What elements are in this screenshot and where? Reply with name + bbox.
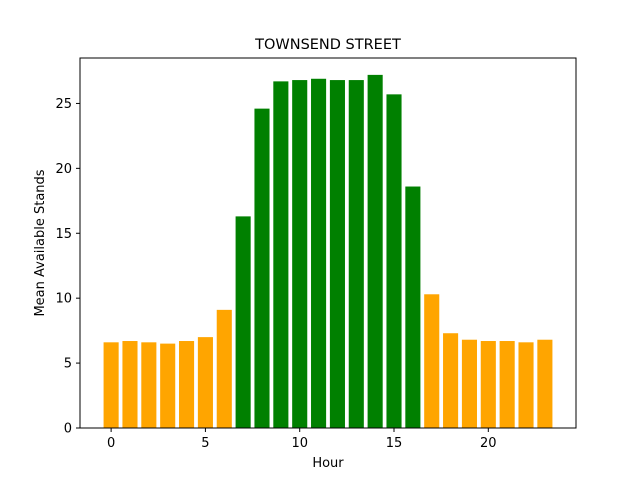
y-tick-label: 25 bbox=[55, 97, 72, 112]
y-axis-ticks: 0 5 10 15 20 25 bbox=[55, 97, 80, 437]
bar-hour-18 bbox=[443, 333, 459, 428]
bar-hour-14 bbox=[367, 74, 383, 428]
bar-hour-7 bbox=[235, 216, 251, 428]
bar-hour-17 bbox=[424, 294, 440, 428]
bar-hour-8 bbox=[254, 108, 270, 428]
bars-group bbox=[103, 74, 553, 429]
bar-hour-22 bbox=[518, 342, 534, 428]
y-axis-label: Mean Available Stands bbox=[33, 169, 48, 316]
x-axis-ticks: 0 5 10 15 20 bbox=[107, 428, 497, 451]
x-axis-label: Hour bbox=[312, 456, 344, 471]
x-tick-label: 20 bbox=[480, 436, 497, 451]
bar-hour-9 bbox=[273, 81, 289, 429]
bar-hour-10 bbox=[292, 80, 308, 428]
bar-hour-20 bbox=[480, 341, 496, 428]
y-tick-label: 5 bbox=[64, 357, 72, 372]
bar-hour-2 bbox=[141, 342, 157, 428]
bar-hour-1 bbox=[122, 341, 138, 428]
x-tick-label: 5 bbox=[201, 436, 209, 451]
bar-hour-5 bbox=[197, 337, 213, 428]
bar-hour-6 bbox=[216, 309, 232, 428]
y-tick-label: 10 bbox=[55, 292, 72, 307]
bar-hour-13 bbox=[348, 80, 364, 428]
x-tick-label: 10 bbox=[291, 436, 308, 451]
chart-title: TOWNSEND STREET bbox=[254, 37, 401, 53]
bar-hour-4 bbox=[179, 341, 195, 428]
y-tick-label: 20 bbox=[55, 162, 72, 177]
y-tick-label: 15 bbox=[55, 227, 72, 242]
bar-hour-16 bbox=[405, 186, 421, 428]
y-tick-label: 0 bbox=[64, 422, 72, 437]
bar-hour-23 bbox=[537, 339, 553, 428]
plot-frame bbox=[79, 57, 577, 429]
bar-hour-11 bbox=[311, 78, 327, 429]
bar-hour-19 bbox=[461, 339, 477, 428]
bar-hour-3 bbox=[160, 343, 176, 428]
x-tick-label: 15 bbox=[386, 436, 403, 451]
bar-hour-21 bbox=[499, 341, 515, 428]
bar-hour-0 bbox=[103, 342, 119, 428]
bar-hour-12 bbox=[329, 80, 345, 428]
x-tick-label: 0 bbox=[107, 436, 115, 451]
bar-hour-15 bbox=[386, 94, 402, 428]
